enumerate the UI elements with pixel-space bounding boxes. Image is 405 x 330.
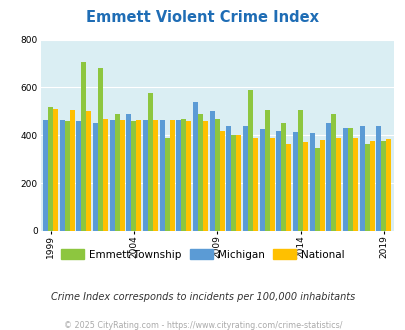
Text: © 2025 CityRating.com - https://www.cityrating.com/crime-statistics/: © 2025 CityRating.com - https://www.city… <box>64 321 341 330</box>
Bar <box>48 107 53 231</box>
Bar <box>247 90 252 231</box>
Bar <box>192 102 198 231</box>
Bar <box>209 112 214 231</box>
Legend: Emmett Township, Michigan, National: Emmett Township, Michigan, National <box>57 245 348 264</box>
Bar <box>159 120 164 231</box>
Bar <box>186 121 191 231</box>
Bar <box>131 121 136 231</box>
Bar <box>109 120 115 231</box>
Bar <box>119 120 124 231</box>
Text: Crime Index corresponds to incidents per 100,000 inhabitants: Crime Index corresponds to incidents per… <box>51 292 354 302</box>
Bar <box>169 120 174 231</box>
Bar <box>330 114 335 231</box>
Bar <box>335 138 341 231</box>
Bar <box>347 128 352 231</box>
Bar <box>264 110 269 231</box>
Bar <box>231 135 236 231</box>
Bar <box>369 141 374 231</box>
Bar <box>126 114 131 231</box>
Bar <box>243 126 247 231</box>
Text: Emmett Violent Crime Index: Emmett Violent Crime Index <box>86 10 319 25</box>
Bar <box>136 120 141 231</box>
Bar <box>292 132 297 231</box>
Bar <box>153 120 158 231</box>
Bar <box>386 139 390 231</box>
Bar <box>352 138 357 231</box>
Bar <box>259 129 264 231</box>
Bar <box>326 123 330 231</box>
Bar <box>86 112 91 231</box>
Bar <box>164 138 169 231</box>
Bar <box>309 133 314 231</box>
Bar <box>252 138 258 231</box>
Bar <box>65 121 70 231</box>
Bar <box>81 62 86 231</box>
Bar <box>380 141 386 231</box>
Bar <box>281 123 286 231</box>
Bar <box>364 144 369 231</box>
Bar <box>314 148 319 231</box>
Bar <box>269 138 274 231</box>
Bar <box>176 120 181 231</box>
Bar <box>60 120 65 231</box>
Bar <box>359 126 364 231</box>
Bar <box>302 143 307 231</box>
Bar <box>319 140 324 231</box>
Bar <box>181 118 186 231</box>
Bar <box>98 68 103 231</box>
Bar <box>143 120 148 231</box>
Bar <box>236 135 241 231</box>
Bar <box>148 93 153 231</box>
Bar <box>198 114 202 231</box>
Bar <box>226 126 231 231</box>
Bar <box>375 126 380 231</box>
Bar <box>76 121 81 231</box>
Bar <box>115 114 119 231</box>
Bar <box>286 144 291 231</box>
Bar <box>297 110 302 231</box>
Bar <box>70 110 75 231</box>
Bar <box>93 123 98 231</box>
Bar <box>43 120 48 231</box>
Bar <box>214 118 219 231</box>
Bar <box>276 131 281 231</box>
Bar <box>53 109 58 231</box>
Bar <box>202 121 207 231</box>
Bar <box>103 118 108 231</box>
Bar <box>219 131 224 231</box>
Bar <box>342 128 347 231</box>
